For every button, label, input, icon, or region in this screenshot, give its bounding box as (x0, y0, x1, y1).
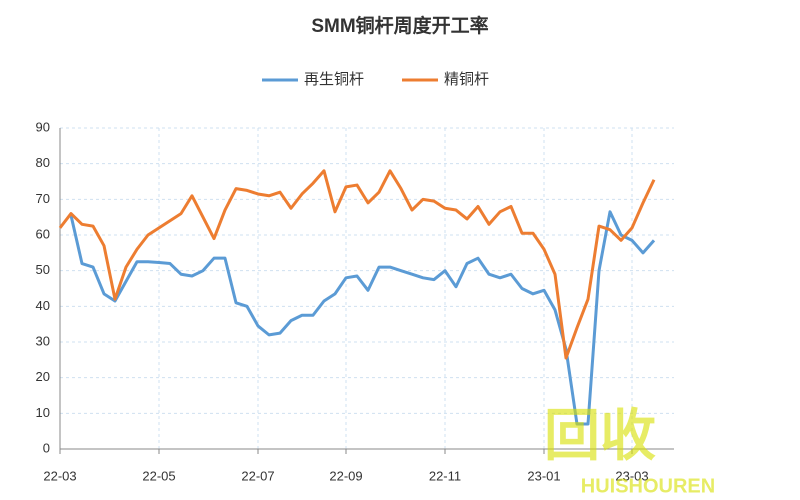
y-tick-label: 70 (36, 191, 50, 206)
x-tick-label: 22-09 (329, 468, 362, 483)
y-tick-label: 0 (43, 440, 50, 455)
x-tick-label: 22-03 (43, 468, 76, 483)
x-tick-label: 22-07 (241, 468, 274, 483)
watermark-sub: HUISHOUREN (581, 475, 715, 497)
watermark: 回收 (544, 404, 656, 467)
legend-label: 精铜杆 (444, 71, 489, 88)
y-tick-label: 60 (36, 226, 50, 241)
x-tick-label: 22-05 (142, 468, 175, 483)
y-tick-label: 90 (36, 119, 50, 134)
chart-title: SMM铜杆周度开工率 (311, 14, 488, 37)
x-tick-label: 23-01 (527, 468, 560, 483)
y-tick-label: 80 (36, 155, 50, 170)
series-line (69, 210, 656, 426)
legend-label: 再生铜杆 (304, 71, 364, 88)
y-tick-label: 40 (36, 298, 50, 313)
y-tick-label: 50 (36, 262, 50, 277)
y-tick-label: 30 (36, 333, 50, 348)
y-tick-label: 10 (36, 405, 50, 420)
x-tick-label: 22-11 (429, 468, 461, 483)
series-line (58, 169, 656, 360)
x-tick-label: 23-03 (615, 468, 648, 483)
y-tick-label: 20 (36, 369, 50, 384)
